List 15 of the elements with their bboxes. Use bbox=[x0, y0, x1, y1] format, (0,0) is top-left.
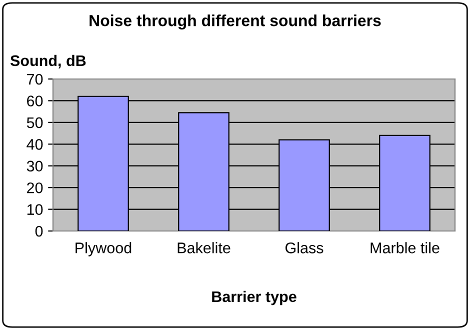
chart-title: Noise through different sound barriers bbox=[90, 14, 381, 30]
y-tick-label: 30 bbox=[26, 160, 43, 172]
y-axis-title: Sound, dB bbox=[10, 54, 86, 68]
x-tick-label: Bakelite bbox=[178, 242, 230, 254]
y-tick-label: 40 bbox=[26, 139, 43, 150]
y-tick-label: 60 bbox=[27, 96, 43, 106]
x-tick-label: Plywood bbox=[76, 242, 132, 256]
y-tick-label: 70 bbox=[27, 74, 43, 85]
x-axis-title: Barrier type bbox=[212, 290, 296, 306]
y-tick-label: 50 bbox=[26, 117, 43, 128]
x-tick-label: Marble tile bbox=[370, 242, 440, 254]
y-tick-label: 20 bbox=[27, 182, 43, 194]
y-tick-label: 0 bbox=[35, 226, 43, 237]
y-tick-label: 10 bbox=[27, 204, 43, 215]
x-tick-label: Glass bbox=[285, 242, 324, 254]
